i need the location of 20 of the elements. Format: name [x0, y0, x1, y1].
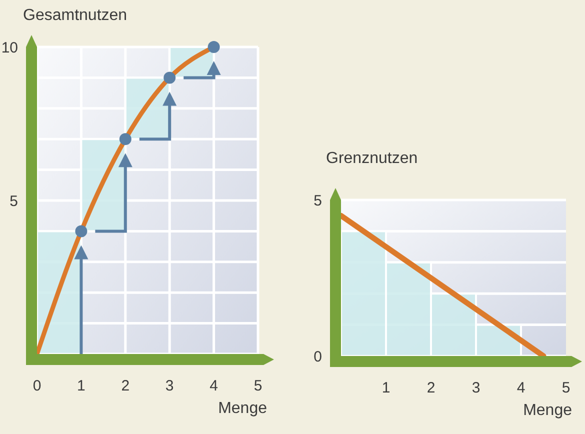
point [75, 225, 88, 238]
x-tick-label: 3 [165, 378, 174, 395]
point [119, 133, 132, 146]
x-tick-label: 3 [472, 380, 480, 397]
x-tick-label: 2 [121, 378, 130, 395]
point [208, 41, 220, 53]
x-tick-label: 2 [426, 380, 436, 397]
x-axis-title: Menge [218, 400, 267, 417]
point [164, 72, 176, 84]
y-axis-title: Grenznutzen [326, 150, 418, 167]
x-tick-label: 1 [77, 378, 86, 395]
y-tick-label: 10 [1, 39, 18, 56]
x-tick-label: 4 [516, 380, 526, 397]
x-tick-label: 5 [562, 380, 570, 397]
x-tick-label: 4 [210, 378, 218, 395]
x-tick-label: 5 [254, 378, 262, 395]
x-axis-title: Menge [523, 402, 572, 419]
y-axis-title: Gesamtnutzen [23, 7, 128, 24]
x-tick-label: 0 [32, 378, 42, 395]
x-tick-label: 1 [382, 380, 390, 397]
